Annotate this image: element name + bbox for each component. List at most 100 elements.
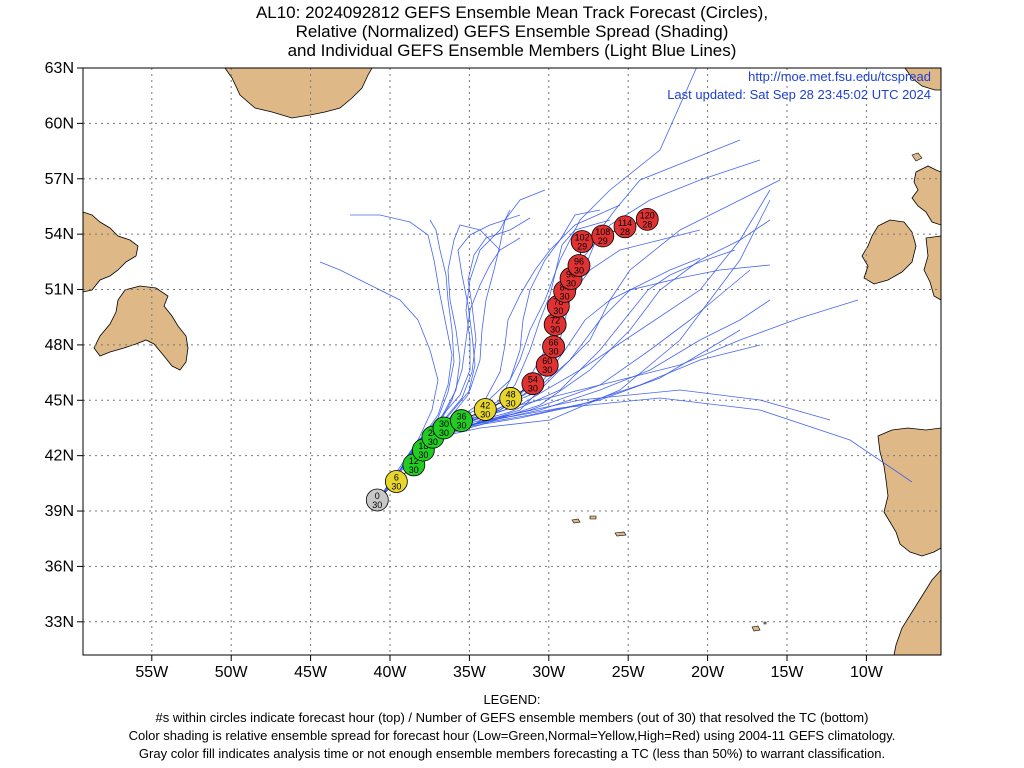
lon-tick-label: 55W bbox=[135, 664, 169, 681]
madeira-islands bbox=[751, 621, 767, 632]
forecast-hour-label: 120 bbox=[640, 210, 655, 220]
title-line-2: Relative (Normalized) GEFS Ensemble Spre… bbox=[295, 22, 729, 41]
lon-tick-label: 50W bbox=[215, 664, 249, 681]
track-point: 030 bbox=[365, 488, 389, 512]
lat-tick-label: 36N bbox=[45, 558, 74, 575]
forecast-hour-label: 60 bbox=[542, 356, 552, 366]
legend-heading: LEGEND: bbox=[483, 692, 541, 707]
member-count-label: 30 bbox=[428, 437, 438, 447]
forecast-hour-label: 12 bbox=[409, 456, 419, 466]
faroe-islands bbox=[911, 152, 923, 162]
axis-ticks: 55W 50W 45W 40W 35W 30W 25W 20W 15W 10W 63N 60N 57N 5… bbox=[45, 60, 884, 681]
forecast-hour-label: 102 bbox=[575, 233, 590, 243]
title-line-3: and Individual GEFS Ensemble Members (Li… bbox=[287, 41, 737, 60]
lon-tick-label: 45W bbox=[294, 664, 328, 681]
member-count-label: 29 bbox=[577, 242, 587, 252]
forecast-hour-label: 72 bbox=[550, 316, 560, 326]
lat-tick-label: 33N bbox=[45, 614, 74, 631]
lon-tick-label: 35W bbox=[453, 664, 487, 681]
member-count-label: 28 bbox=[620, 227, 630, 237]
chart-title: AL10: 2024092812 GEFS Ensemble Mean Trac… bbox=[0, 3, 1024, 60]
lat-tick-label: 48N bbox=[45, 337, 74, 354]
lon-tick-label: 25W bbox=[612, 664, 646, 681]
member-count-label: 30 bbox=[566, 278, 576, 288]
forecast-hour-label: 42 bbox=[480, 401, 490, 411]
member-count-label: 30 bbox=[528, 384, 538, 394]
ensemble-member-line bbox=[377, 189, 771, 501]
forecast-hour-label: 90 bbox=[566, 269, 576, 279]
member-count-label: 30 bbox=[553, 306, 563, 316]
forecast-hour-label: 36 bbox=[456, 412, 466, 422]
legend: LEGEND: #s within circles indicate forec… bbox=[0, 691, 1024, 763]
track-point-circle bbox=[384, 470, 408, 493]
member-count-label: 30 bbox=[542, 365, 552, 375]
land-layer bbox=[83, 68, 941, 655]
lat-tick-label: 54N bbox=[45, 226, 74, 243]
lat-tick-label: 45N bbox=[45, 392, 74, 409]
lat-tick-label: 63N bbox=[45, 60, 74, 77]
labrador-landmass bbox=[83, 211, 139, 293]
member-count-label: 30 bbox=[480, 410, 490, 420]
lon-tick-label: 15W bbox=[771, 664, 805, 681]
member-count-label: 30 bbox=[560, 291, 570, 301]
forecast-hour-label: 54 bbox=[528, 375, 538, 385]
forecast-hour-label: 108 bbox=[595, 227, 610, 237]
member-count-label: 30 bbox=[439, 428, 449, 438]
member-count-label: 30 bbox=[506, 398, 516, 408]
last-updated: Last updated: Sat Sep 28 23:45:02 UTC 20… bbox=[667, 87, 931, 102]
credit-url[interactable]: http://moe.met.fsu.edu/tcspread bbox=[748, 69, 931, 84]
lon-tick-label: 40W bbox=[374, 664, 408, 681]
track-point: 630 bbox=[384, 470, 408, 493]
forecast-hour-label: 6 bbox=[394, 473, 399, 483]
member-count-label: 30 bbox=[574, 266, 584, 276]
member-count-label: 30 bbox=[456, 421, 466, 431]
newfoundland-landmass bbox=[93, 285, 189, 371]
iceland-landmass bbox=[904, 68, 941, 91]
track-point-circle bbox=[635, 207, 659, 231]
map-plot: 0306301230183024303030363042304830543060… bbox=[45, 60, 942, 681]
lat-tick-label: 60N bbox=[45, 115, 74, 132]
forecast-hour-label: 66 bbox=[549, 338, 559, 348]
forecast-hour-label: 0 bbox=[375, 491, 380, 501]
track-point-circle bbox=[365, 488, 389, 512]
forecast-hour-label: 48 bbox=[506, 389, 516, 399]
member-count-label: 30 bbox=[409, 465, 419, 475]
britain-south bbox=[923, 235, 941, 301]
lon-tick-label: 20W bbox=[691, 664, 725, 681]
track-point-circle bbox=[613, 215, 637, 239]
lon-tick-label: 10W bbox=[850, 664, 884, 681]
lat-tick-label: 51N bbox=[45, 282, 74, 299]
ocean-background bbox=[83, 68, 941, 655]
map-frame bbox=[82, 67, 942, 656]
forecast-hour-label: 24 bbox=[428, 428, 438, 438]
lon-tick-label: 30W bbox=[532, 664, 566, 681]
member-count-label: 28 bbox=[642, 219, 652, 229]
track-point-circle bbox=[450, 409, 473, 432]
member-count-label: 30 bbox=[418, 450, 428, 460]
legend-line-3: Gray color fill indicates analysis time … bbox=[138, 746, 886, 761]
forecast-hour-label: 96 bbox=[574, 257, 584, 267]
iberia-landmass bbox=[877, 427, 941, 557]
lat-tick-label: 39N bbox=[45, 503, 74, 520]
greenland-landmass bbox=[224, 68, 373, 119]
track-point-circle bbox=[521, 372, 545, 396]
mean-track: 0306301230183024303030363042304830543060… bbox=[365, 207, 659, 512]
member-count-label: 29 bbox=[598, 236, 608, 246]
member-count-label: 30 bbox=[391, 482, 401, 492]
azores-islands bbox=[571, 515, 627, 537]
track-point-circle bbox=[591, 224, 615, 248]
morocco-landmass bbox=[893, 569, 941, 655]
title-line-1: AL10: 2024092812 GEFS Ensemble Mean Trac… bbox=[255, 3, 769, 22]
member-count-label: 30 bbox=[372, 500, 382, 510]
